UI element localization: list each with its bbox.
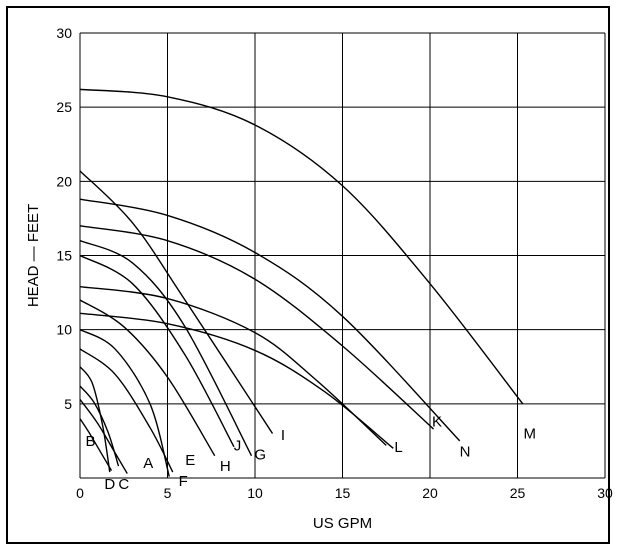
- curve-label-k: K: [432, 414, 442, 431]
- curve-layer: [79, 88, 524, 477]
- x-tick-label: 30: [597, 485, 613, 501]
- x-tick-label: 10: [247, 485, 263, 501]
- pump-curve-j: [79, 254, 235, 448]
- pump-curve-k: [79, 225, 434, 430]
- grid-layer: [79, 32, 606, 479]
- tick-layer: 0 5 10 15 20 25 30 5 10 15 20 25 30: [56, 25, 613, 501]
- pump-curve-f: [79, 329, 170, 477]
- x-tick-label: 0: [76, 485, 84, 501]
- pump-curve-i: [79, 170, 274, 434]
- curve-label-m: M: [524, 426, 537, 443]
- y-axis-title: HEAD — FEET: [25, 204, 42, 307]
- pump-curve-g: [79, 240, 253, 457]
- pump-curve-n: [79, 198, 461, 442]
- curve-label-h: H: [220, 458, 231, 475]
- curve-label-layer: A B CD EF G H I J K L M N: [85, 414, 536, 493]
- curve-label-c: C: [118, 476, 129, 493]
- x-tick-label: 25: [510, 485, 526, 501]
- x-tick-label: 5: [164, 485, 172, 501]
- y-tick-label: 30: [56, 25, 72, 41]
- y-tick-label: 15: [56, 248, 72, 264]
- y-tick-label: 25: [56, 99, 72, 115]
- x-tick-label: 15: [335, 485, 351, 501]
- x-tick-label: 20: [422, 485, 438, 501]
- pump-curve: [79, 312, 394, 449]
- y-tick-label: 10: [56, 322, 72, 338]
- curve-label-a: A: [143, 455, 153, 472]
- curve-label-f: F: [179, 473, 188, 490]
- y-tick-label: 5: [64, 396, 72, 412]
- pump-curve-e: [79, 348, 174, 473]
- pump-curve-a: [79, 398, 128, 474]
- curve-label-b: B: [85, 433, 95, 450]
- x-axis-title: US GPM: [313, 515, 372, 532]
- pump-curve-m: [79, 88, 524, 405]
- curve-label-j: J: [234, 437, 242, 454]
- curve-label-n: N: [460, 443, 471, 460]
- curve-label-d: D: [104, 476, 115, 493]
- pump-curve-b: [79, 418, 113, 471]
- curve-label-i: I: [281, 427, 285, 444]
- y-tick-label: 20: [56, 173, 72, 189]
- curve-label-e: E: [185, 452, 195, 469]
- pump-curve-l: [79, 285, 387, 446]
- curve-label-l: L: [394, 439, 402, 456]
- curve-label-g: G: [254, 446, 266, 463]
- pump-curve-h: [79, 299, 216, 457]
- pump-curve-d: [79, 366, 111, 473]
